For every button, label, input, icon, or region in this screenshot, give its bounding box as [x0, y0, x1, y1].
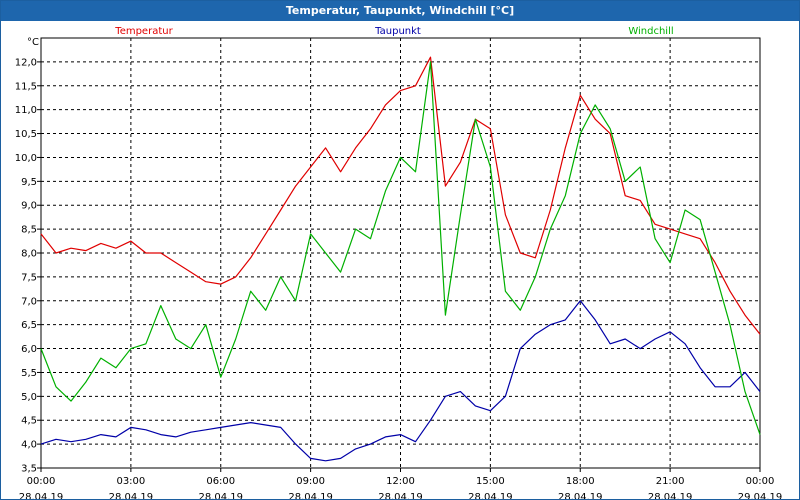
y-axis: 3,5 4,0 4,5 5,0 5,5 6,0 6,5 7,0 7,5 8,0 8,5 9,0 9,5 1…	[15, 57, 41, 475]
x-tick-date-label: 28.04.19	[109, 492, 154, 499]
y-tick-label: 4,0	[21, 440, 37, 451]
x-tick-date-label: 28.04.19	[648, 492, 693, 499]
y-tick-label: 12,0	[15, 57, 37, 68]
x-tick-time-label: 06:00	[206, 476, 235, 487]
y-tick-label: 8,5	[21, 225, 37, 236]
y-axis-unit-label: °C	[27, 37, 39, 48]
x-tick-time-label: 09:00	[296, 476, 325, 487]
x-tick-date-label: 28.04.19	[378, 492, 423, 499]
series-line-taupunkt	[40, 300, 761, 462]
y-tick-label: 6,5	[21, 320, 37, 331]
x-tick-time-label: 15:00	[476, 476, 505, 487]
x-tick-time-label: 12:00	[386, 476, 415, 487]
y-tick-label: 7,5	[21, 272, 37, 283]
y-tick-label: 3,5	[21, 464, 37, 475]
x-tick-time-label: 21:00	[656, 476, 685, 487]
legend: Temperatur Taupunkt Windchill	[114, 26, 673, 37]
x-tick-time-label: 00:00	[27, 476, 56, 487]
y-tick-label: 8,0	[21, 249, 37, 260]
y-tick-label: 9,5	[21, 177, 37, 188]
y-tick-label: 5,5	[21, 368, 37, 379]
x-tick-time-label: 18:00	[566, 476, 595, 487]
x-tick-time-label: 03:00	[116, 476, 145, 487]
series-lines	[40, 56, 761, 462]
x-tick-date-label: 28.04.19	[558, 492, 603, 499]
x-tick-date-label: 29.04.19	[738, 492, 783, 499]
y-tick-label: 10,0	[15, 153, 37, 164]
window-title: Temperatur, Taupunkt, Windchill [°C]	[1, 1, 799, 21]
x-tick-time-label: 00:00	[746, 476, 775, 487]
x-axis: 00:00 28.04.19 03:00 28.04.19 06:00 28.04.19 0…	[19, 468, 783, 499]
y-tick-label: 9,0	[21, 201, 37, 212]
series-line-temperatur	[40, 56, 761, 335]
chart-canvas: °C Temperatur Taupunkt Windchill 3,5 4,0 4,5…	[15, 26, 783, 499]
legend-label-taupunkt: Taupunkt	[374, 26, 421, 37]
y-tick-label: 4,5	[21, 416, 37, 427]
y-tick-label: 6,0	[21, 344, 37, 355]
y-tick-label: 7,0	[21, 296, 37, 307]
x-tick-date-label: 28.04.19	[288, 492, 333, 499]
x-tick-date-label: 28.04.19	[468, 492, 513, 499]
y-tick-label: 10,5	[15, 129, 37, 140]
y-tick-label: 11,0	[15, 105, 37, 116]
y-tick-label: 11,5	[15, 81, 37, 92]
legend-label-windchill: Windchill	[628, 26, 673, 37]
x-tick-date-label: 28.04.19	[198, 492, 243, 499]
legend-label-temperatur: Temperatur	[114, 26, 173, 37]
y-tick-label: 5,0	[21, 392, 37, 403]
x-tick-date-label: 28.04.19	[19, 492, 64, 499]
series-line-windchill	[40, 61, 761, 435]
